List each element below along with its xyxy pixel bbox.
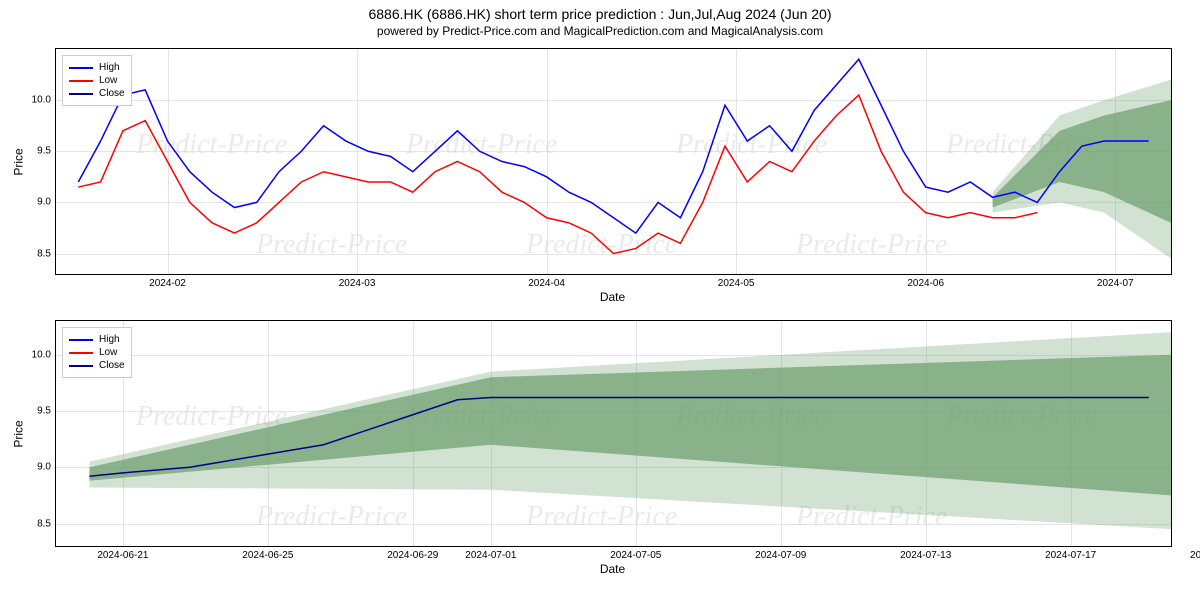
- xtick: 2024-07-01: [465, 550, 516, 561]
- ylabel-chart2: Price: [12, 420, 26, 447]
- xtick: 2024-07-17: [1045, 550, 1096, 561]
- ytick: 9.0: [37, 197, 51, 208]
- legend-label-low-2: Low: [99, 347, 117, 358]
- legend-item-close-2: Close: [69, 360, 125, 371]
- xtick: 2024-07-09: [755, 550, 806, 561]
- legend-chart1: High Low Close: [62, 55, 132, 106]
- ytick: 8.5: [37, 248, 51, 259]
- xtick: 2024-02: [149, 278, 186, 289]
- ylabel-chart1: Price: [12, 148, 26, 175]
- chart1-svg: [56, 49, 1171, 274]
- legend-label-low: Low: [99, 75, 117, 86]
- chart-subtitle: powered by Predict-Price.com and Magical…: [0, 22, 1200, 38]
- chart-container: 6886.HK (6886.HK) short term price predi…: [0, 0, 1200, 600]
- legend-line-close-2: [69, 365, 93, 367]
- legend-line-high: [69, 67, 93, 69]
- xtick: 2024-07: [1097, 278, 1134, 289]
- legend-label-close: Close: [99, 88, 125, 99]
- upper-chart: High Low Close 8.59.09.510.0 2024-022024…: [55, 48, 1172, 275]
- xlabel-chart1: Date: [55, 290, 1170, 304]
- legend-item-high-2: High: [69, 334, 125, 345]
- legend-item-low: Low: [69, 75, 125, 86]
- ytick: 9.5: [37, 146, 51, 157]
- xtick: 2024-04: [528, 278, 565, 289]
- xtick: 2024-07-05: [610, 550, 661, 561]
- ytick: 8.5: [37, 518, 51, 529]
- ytick: 9.0: [37, 462, 51, 473]
- legend-chart2: High Low Close: [62, 327, 132, 378]
- chart2-svg: [56, 321, 1171, 546]
- legend-label-high: High: [99, 62, 120, 73]
- legend-line-high-2: [69, 339, 93, 341]
- xtick: 2024-07-21: [1190, 550, 1200, 561]
- xtick: 2024-05: [718, 278, 755, 289]
- lower-chart: High Low Close 8.59.09.510.0 2024-06-212…: [55, 320, 1172, 547]
- xtick: 2024-03: [339, 278, 376, 289]
- legend-line-close: [69, 93, 93, 95]
- xlabel-chart2: Date: [55, 562, 1170, 576]
- legend-label-high-2: High: [99, 334, 120, 345]
- ytick: 10.0: [32, 349, 51, 360]
- legend-item-high: High: [69, 62, 125, 73]
- legend-line-low-2: [69, 352, 93, 354]
- legend-label-close-2: Close: [99, 360, 125, 371]
- xtick: 2024-07-13: [900, 550, 951, 561]
- xtick: 2024-06-21: [97, 550, 148, 561]
- legend-item-low-2: Low: [69, 347, 125, 358]
- xtick: 2024-06: [907, 278, 944, 289]
- legend-item-close: Close: [69, 88, 125, 99]
- chart-title: 6886.HK (6886.HK) short term price predi…: [0, 0, 1200, 22]
- ytick: 9.5: [37, 406, 51, 417]
- xtick: 2024-06-25: [242, 550, 293, 561]
- legend-line-low: [69, 80, 93, 82]
- xtick: 2024-06-29: [387, 550, 438, 561]
- ytick: 10.0: [32, 95, 51, 106]
